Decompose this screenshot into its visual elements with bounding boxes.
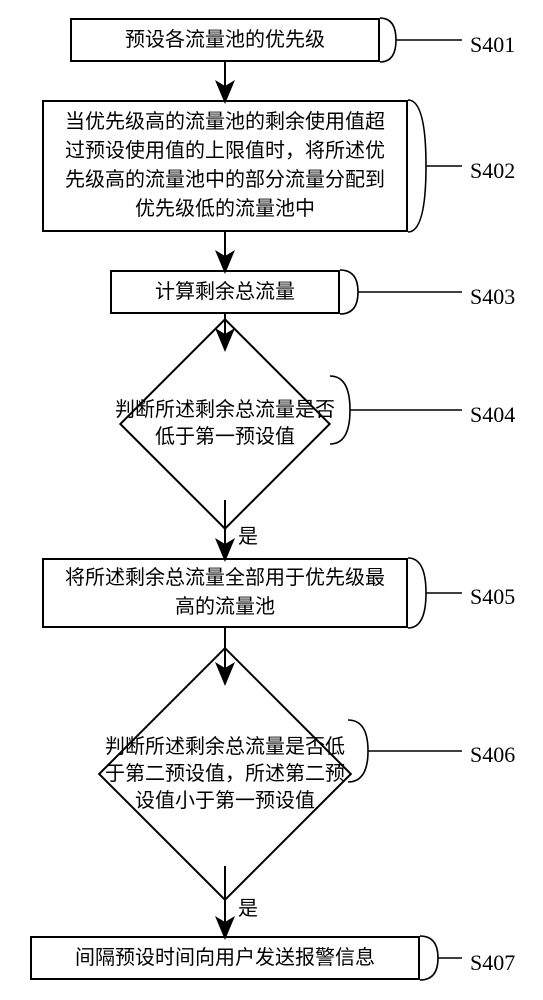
- step-s407-label: S407: [470, 950, 515, 976]
- step-s407-text: 间隔预设时间向用户发送报警信息: [75, 944, 375, 973]
- step-s406-diamond: 判断所述剩余总流量是否低于第二预设值，所述第二预设值小于第一预设值: [80, 689, 370, 859]
- edge-s404-yes-label: 是: [238, 520, 258, 549]
- step-s402-text: 当优先级高的流量池的剩余使用值超过预设使用值的上限值时，将所述优先级高的流量池中…: [58, 108, 392, 224]
- step-s401-box: 预设各流量池的优先级: [70, 18, 380, 62]
- step-s401-text: 预设各流量池的优先级: [125, 26, 325, 55]
- flowchart-canvas: 预设各流量池的优先级 当优先级高的流量池的剩余使用值超过预设使用值的上限值时，将…: [0, 0, 543, 1000]
- step-s407-box: 间隔预设时间向用户发送报警信息: [30, 936, 420, 980]
- step-s403-label: S403: [470, 284, 515, 310]
- step-s406-label: S406: [470, 742, 515, 768]
- step-s405-box: 将所述剩余总流量全部用于优先级最高的流量池: [42, 558, 408, 628]
- step-s403-box: 计算剩余总流量: [110, 270, 340, 314]
- edge-s406-yes-label: 是: [238, 892, 258, 921]
- step-s404-text: 判断所述剩余总流量是否低于第一预设值: [115, 397, 335, 451]
- step-s404-label: S404: [470, 402, 515, 428]
- step-s401-label: S401: [470, 32, 515, 58]
- step-s402-label: S402: [470, 158, 515, 184]
- step-s406-text: 判断所述剩余总流量是否低于第二预设值，所述第二预设值小于第一预设值: [100, 734, 350, 815]
- step-s403-text: 计算剩余总流量: [155, 278, 295, 307]
- step-s405-label: S405: [470, 584, 515, 610]
- step-s404-diamond: 判断所述剩余总流量是否低于第一预设值: [95, 354, 355, 494]
- step-s405-text: 将所述剩余总流量全部用于优先级最高的流量池: [58, 564, 392, 622]
- step-s402-box: 当优先级高的流量池的剩余使用值超过预设使用值的上限值时，将所述优先级高的流量池中…: [42, 100, 408, 232]
